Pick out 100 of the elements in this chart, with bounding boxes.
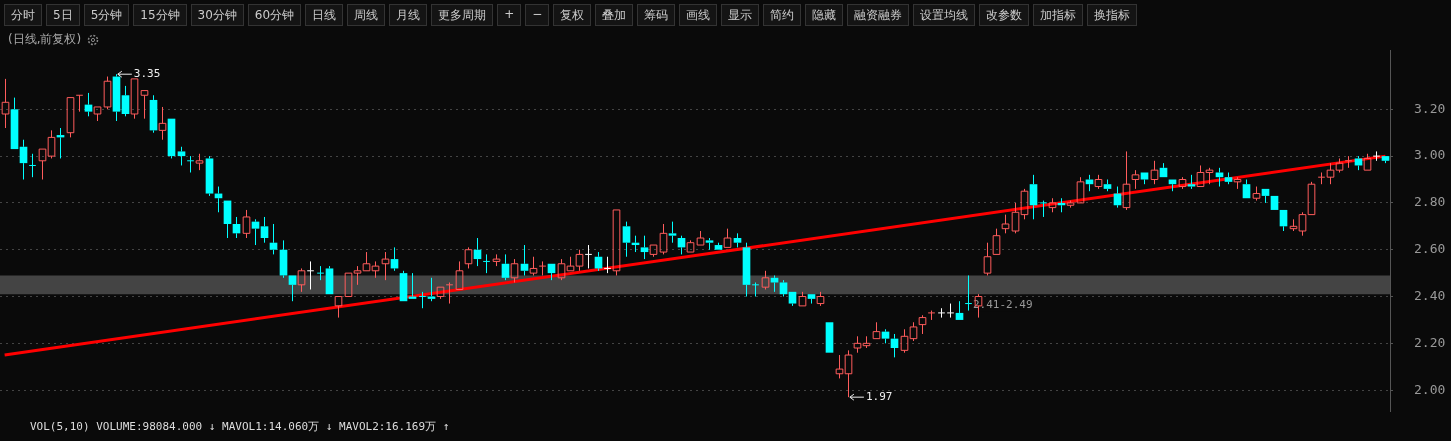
text: 15分钟 — [133, 4, 187, 26]
candlestick — [149, 94, 158, 134]
candlestick — [955, 300, 964, 320]
candlestick — [1215, 167, 1224, 188]
candlestick — [251, 218, 260, 246]
y-tick-label: 3.00 — [1414, 147, 1446, 163]
candlestick — [1261, 188, 1270, 204]
candlestick — [140, 90, 149, 120]
text: 叠加 — [595, 4, 634, 26]
text: 30分钟 — [190, 4, 244, 26]
y-tick-label: 3.20 — [1414, 100, 1446, 116]
text: 设置均线 — [913, 4, 976, 26]
candlestick — [964, 274, 973, 312]
candlestick — [1, 78, 10, 129]
text: 隐藏 — [805, 4, 844, 26]
candlestick — [1344, 155, 1353, 169]
candlestick — [1326, 162, 1335, 185]
candlestick — [1317, 171, 1326, 185]
candlestick — [1205, 167, 1214, 185]
text: 5日 — [46, 4, 80, 26]
candlestick — [835, 354, 844, 379]
text: 复权 — [553, 4, 592, 26]
candlestick — [900, 328, 909, 354]
candlestick — [807, 294, 816, 305]
candlestick — [788, 291, 797, 307]
text: 简约 — [763, 4, 802, 26]
candlestick — [269, 223, 278, 255]
text: 60分钟 — [247, 4, 302, 26]
candlestick — [297, 267, 306, 293]
text: 月线 — [389, 4, 428, 26]
candlestick — [445, 281, 454, 305]
candlestick — [84, 92, 93, 117]
text: 筹码 — [637, 4, 676, 26]
candlestick — [705, 237, 714, 251]
candlestick — [418, 291, 427, 309]
candlestick — [1131, 169, 1140, 190]
candlestick — [1196, 164, 1205, 188]
candlestick — [779, 279, 788, 298]
candlestick — [288, 275, 297, 302]
y-tick-label: 2.40 — [1414, 287, 1446, 303]
candlestick — [853, 335, 862, 354]
text: + — [497, 4, 522, 26]
candlestick — [28, 153, 37, 178]
candlestick — [501, 253, 510, 281]
candlestick — [668, 221, 677, 244]
candlestick — [306, 260, 315, 291]
candlestick — [649, 244, 658, 258]
y-tick-label: 2.20 — [1414, 334, 1446, 350]
candlestick — [714, 242, 723, 250]
y-tick-label: 2.00 — [1414, 381, 1446, 397]
candlestick — [1224, 171, 1233, 185]
candlestick — [918, 314, 927, 335]
candlestick — [603, 256, 612, 274]
text: 分时 — [4, 4, 42, 26]
text: 日线 — [305, 4, 344, 26]
candlestick — [751, 281, 760, 298]
candlestick — [881, 328, 890, 344]
text: 画线 — [679, 4, 718, 26]
annotation: 1.97 — [865, 390, 893, 404]
candlestick — [872, 321, 881, 340]
candlestick — [686, 239, 695, 253]
y-tick-label: 2.60 — [1414, 241, 1446, 257]
candlestick — [353, 265, 362, 286]
candlestick — [10, 97, 19, 150]
text: 周线 — [347, 4, 386, 26]
candlestick — [844, 349, 853, 398]
candlestick — [1307, 181, 1316, 216]
candlestick — [1354, 155, 1363, 171]
candlestick — [742, 242, 751, 298]
candlestick — [381, 251, 390, 281]
candlestick — [334, 296, 343, 319]
text: 改参数 — [979, 4, 1030, 26]
candlestick — [482, 253, 491, 274]
candlestick — [622, 221, 631, 258]
candlestick — [38, 148, 47, 181]
candlestick — [1289, 218, 1298, 232]
candlestick — [260, 216, 269, 244]
chart-title: (日线,前复权) — [8, 31, 82, 48]
candlestick — [520, 244, 529, 276]
candlestick — [362, 251, 371, 272]
candlestick — [158, 106, 167, 141]
candlestick — [584, 244, 593, 269]
candlestick — [1187, 174, 1196, 190]
text: 换指标 — [1087, 4, 1138, 26]
candlestick — [325, 265, 334, 295]
candlestick — [862, 335, 871, 349]
candlestick — [167, 118, 176, 159]
candlestick — [1150, 160, 1159, 185]
text: − — [525, 4, 550, 26]
candlestick — [177, 146, 186, 166]
text: 更多周期 — [431, 4, 494, 26]
text: 融资融券 — [847, 4, 910, 26]
candlestick — [371, 260, 380, 279]
candlestick — [1029, 174, 1038, 220]
y-tick-label: 2.80 — [1414, 194, 1446, 210]
text: 显示 — [721, 4, 760, 26]
candlestick — [640, 235, 649, 260]
candlestick — [436, 286, 445, 300]
text: VOL(5,10) VOLUME:98084.000 ↓ MAVOL1:14.060万 ↓ MAVOL2:16.169万 ↑ — [30, 419, 450, 434]
candlestick — [1122, 150, 1131, 211]
